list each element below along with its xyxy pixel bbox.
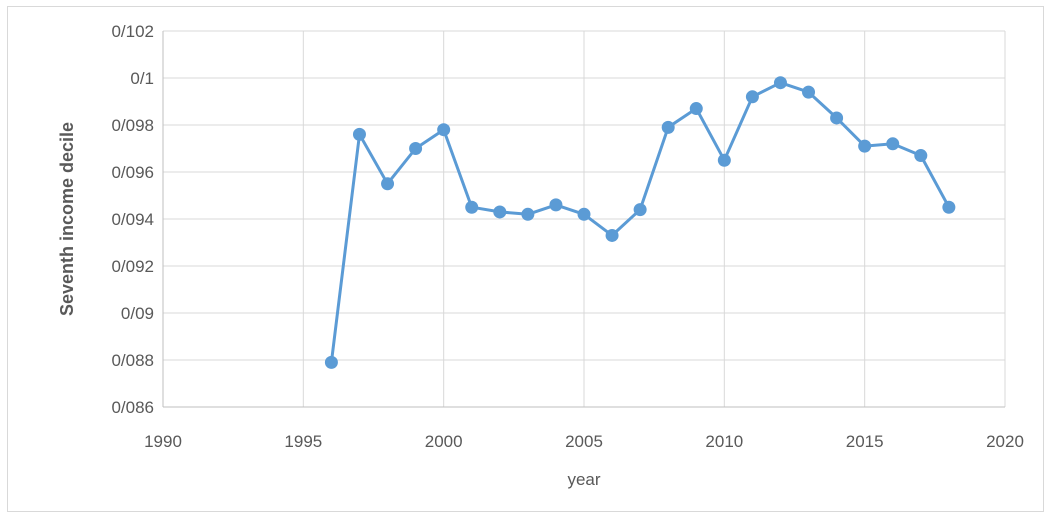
data-point (521, 207, 535, 221)
data-point (745, 90, 759, 104)
y-tick-label: 0/09 (121, 304, 154, 323)
data-point (633, 203, 647, 217)
data-point (605, 228, 619, 242)
data-point (437, 123, 451, 137)
data-point (858, 139, 872, 153)
chart-frame (7, 6, 1044, 512)
data-point (324, 355, 338, 369)
x-tick-label: 2010 (705, 432, 743, 451)
data-point (549, 198, 563, 212)
data-point (773, 76, 787, 90)
x-tick-label: 1995 (284, 432, 322, 451)
y-tick-label: 0/092 (111, 257, 154, 276)
data-point (577, 207, 591, 221)
data-point (914, 149, 928, 163)
data-point (409, 142, 423, 155)
data-point (830, 111, 844, 125)
data-point (802, 85, 816, 99)
x-tick-label: 2005 (565, 432, 603, 451)
data-point (717, 153, 731, 167)
y-tick-label: 0/1 (130, 69, 154, 88)
data-point (689, 102, 703, 116)
y-tick-label: 0/086 (111, 398, 154, 417)
x-tick-label: 1990 (144, 432, 182, 451)
y-tick-labels: 0/086 0/088 0/09 0/092 0/094 0/096 0/098 0/1 0/1… (111, 22, 154, 417)
data-point (493, 205, 507, 219)
x-tick-labels: 1990 1995 2000 2005 2010 2015 2020 (144, 432, 1024, 451)
y-tick-label: 0/096 (111, 163, 154, 182)
data-point (381, 177, 395, 191)
x-tick-label: 2000 (425, 432, 463, 451)
y-tick-label: 0/088 (111, 351, 154, 370)
y-tick-label: 0/098 (111, 116, 154, 135)
x-tick-label: 2020 (986, 432, 1024, 451)
x-axis-title: year (567, 470, 600, 489)
data-points (324, 76, 956, 369)
data-point (942, 200, 956, 214)
data-point (886, 137, 900, 151)
data-point (352, 127, 366, 141)
x-tick-label: 2015 (846, 432, 884, 451)
y-axis-title: Seventh income decile (57, 122, 77, 316)
y-tick-label: 0/102 (111, 22, 154, 41)
data-point (465, 200, 479, 214)
data-point (661, 120, 675, 134)
y-tick-label: 0/094 (111, 210, 154, 229)
